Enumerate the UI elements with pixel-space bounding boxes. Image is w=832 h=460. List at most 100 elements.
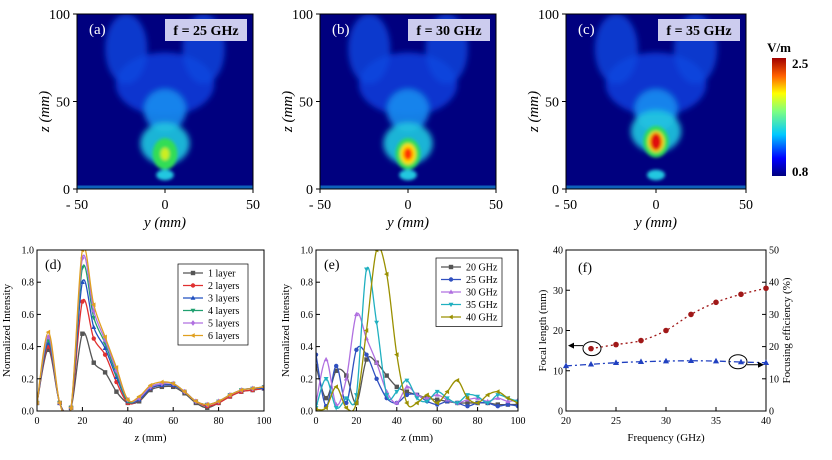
colorbar-unit: V/m [767,40,791,55]
data-point [515,401,518,405]
data-point [587,360,595,367]
data-point [424,395,430,400]
heatmap-hotspot [395,138,421,181]
y-right-tick-label: 10 [769,374,779,385]
data-point [114,389,119,394]
data-point [404,389,410,394]
y-right-tick-label: 40 [769,278,779,289]
hotspot-bottom [156,169,174,181]
data-point [394,400,400,405]
legend-label: 1 layer [208,269,236,280]
x-axis-label: z (mm) [134,432,166,444]
y-tick-label: 0 [558,407,563,418]
data-point [515,403,518,409]
data-point [454,401,460,406]
data-point [448,277,454,282]
legend-entry: 30 GHz [441,288,498,299]
series-line [590,287,767,350]
data-point [102,337,108,344]
data-point [159,379,164,385]
y-tick-label: 0.2 [22,374,35,385]
data-point [465,400,470,406]
y-tick-label: 20 [553,326,563,337]
legend-label: 5 layers [208,319,239,330]
legend-entry: 20 GHz [441,263,498,274]
data-point [465,393,470,398]
x-tick-label: 50 [489,198,503,213]
data-point [91,360,96,365]
data-point [193,398,198,404]
x-tick-label: 20 [77,416,87,427]
x-tick-label: 20 [561,416,571,427]
x-tick-label: 100 [511,416,526,427]
data-point [125,397,130,403]
data-point [404,392,410,398]
y-tick-label: 100 [49,8,70,23]
legend-entry: 4 layers [183,306,239,317]
data-point [495,389,500,395]
x-tick-label: 50 [246,198,260,213]
data-point [190,308,196,314]
y-tick-label: 0.4 [301,342,314,353]
data-point [190,320,196,326]
legend-label: 25 GHz [466,275,498,286]
y-tick-label: 30 [553,286,563,297]
right-arrow-head [758,361,764,368]
data-point [444,389,450,395]
data-point [190,270,196,276]
data-point [323,405,328,411]
legend-label: 2 layers [208,281,239,292]
y-tick-label: 0 [306,183,313,198]
series-6-layers [37,250,264,411]
data-point [394,389,400,395]
x-tick-label: 0 [405,198,412,213]
data-point [435,397,440,402]
data-point [159,380,165,387]
legend-entry: 3 layers [183,294,239,305]
y-right-axis-label: Focusing efficiency (%) [781,277,793,383]
y-right-tick-label: 50 [769,246,779,257]
data-point [316,352,319,357]
y-right-tick-label: 20 [769,342,779,353]
data-point [343,405,349,411]
lobe-left [348,14,391,84]
y-tick-label: 10 [553,366,563,377]
data-point [238,387,244,393]
data-point [663,327,669,334]
x-tick-label: 0 [162,198,169,213]
series-line [37,250,264,411]
data-point [364,357,369,362]
data-point [384,271,389,277]
data-point [113,365,119,370]
data-point [434,389,440,395]
data-point [261,385,264,389]
y-tick-label: 0.0 [22,407,35,418]
line-panel-e: 0 20 40 60 80 100 0.0 0.2 0.4 0.6 0.8 1.0 z (mm) Norm… [280,246,526,445]
y-tick-label: 50 [299,96,313,111]
data-point [102,352,108,357]
data-point [414,400,419,406]
data-point [448,264,454,270]
data-point [588,345,594,352]
series-line [316,312,518,406]
hotspot-bottom [647,169,665,181]
data-point [227,392,232,398]
data-point [181,389,187,395]
series-right-axis [562,357,770,369]
data-point [323,395,329,401]
data-point [424,399,430,404]
data-point [316,406,319,411]
colorbar: V/m 2.5 0.8 [767,40,809,179]
scatter-panel-f: 20 25 30 35 4001020304001020304050Frequency … [537,246,793,445]
panel-label: (d) [45,258,62,273]
data-point [444,396,450,401]
y-axis-label: z (mm) [280,91,296,133]
data-point [448,289,454,294]
data-point [374,360,380,365]
colorbar-min-label: 0.8 [792,164,809,179]
legend-entry: 6 layers [183,331,239,342]
data-point [261,385,264,391]
legend-label: 35 GHz [466,300,498,311]
data-point [404,378,410,384]
